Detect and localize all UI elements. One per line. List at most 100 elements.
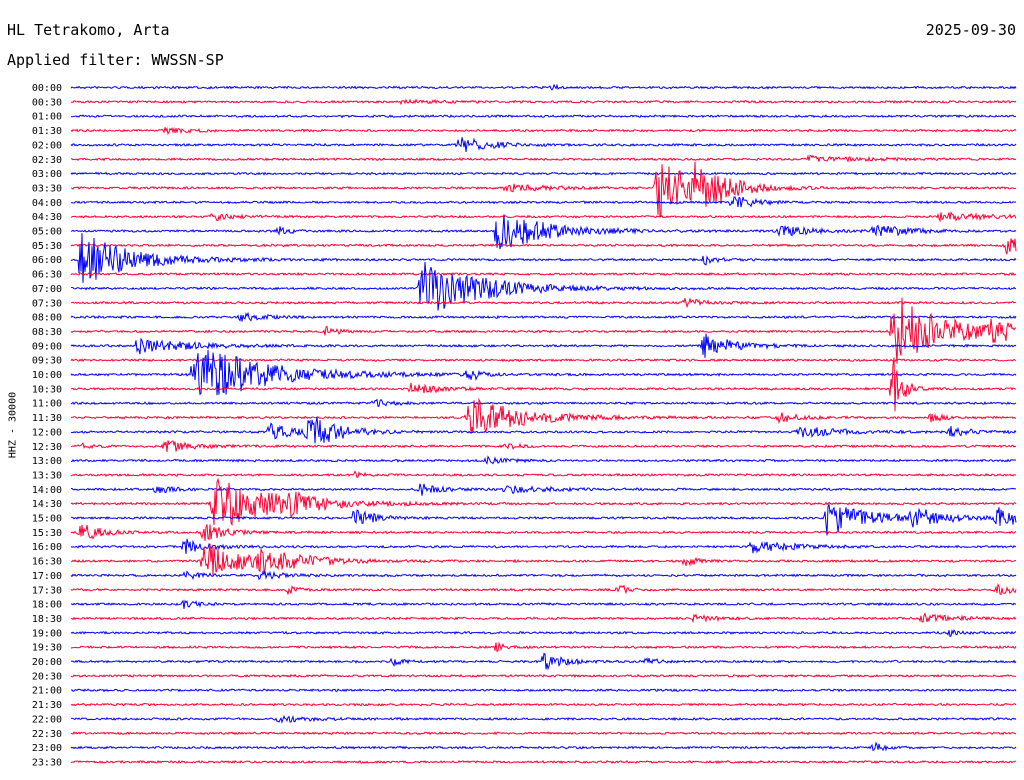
time-tick-label: 01:00 <box>32 112 62 123</box>
time-tick-label: 05:30 <box>32 241 62 252</box>
time-tick-label: 21:30 <box>32 700 62 711</box>
trace-line <box>70 688 1017 693</box>
time-tick-label: 14:30 <box>32 499 62 510</box>
time-tick-label: 19:00 <box>32 628 62 639</box>
time-tick-label: 21:00 <box>32 686 62 697</box>
time-tick-label: 12:30 <box>32 442 62 453</box>
trace-line <box>70 652 1017 671</box>
trace-line <box>70 233 1017 283</box>
trace-line <box>70 502 1017 536</box>
time-tick-label: 15:30 <box>32 528 62 539</box>
trace-line <box>70 398 1017 407</box>
time-tick-label: 15:00 <box>32 514 62 525</box>
time-tick-label: 10:30 <box>32 384 62 395</box>
trace-line <box>70 333 1017 358</box>
time-tick-label: 08:00 <box>32 313 62 324</box>
time-tick-label: 07:30 <box>32 298 62 309</box>
time-tick-label: 22:00 <box>32 714 62 725</box>
time-tick-label: 11:00 <box>32 399 62 410</box>
time-tick-label: 23:00 <box>32 743 62 754</box>
trace-line <box>70 731 1017 736</box>
trace-line <box>70 297 1017 364</box>
trace-line <box>70 349 1017 396</box>
trace-line <box>70 583 1017 596</box>
trace-line <box>70 477 1017 527</box>
time-tick-label: 01:30 <box>32 126 62 137</box>
trace-line <box>70 271 1017 277</box>
time-tick-label: 03:30 <box>32 183 62 194</box>
trace-line <box>70 416 1017 444</box>
trace-line <box>70 114 1017 119</box>
time-tick-label: 04:30 <box>32 212 62 223</box>
time-tick-label: 17:00 <box>32 571 62 582</box>
trace-line <box>70 297 1017 309</box>
time-tick-label: 13:30 <box>32 470 62 481</box>
time-tick-label: 02:00 <box>32 140 62 151</box>
trace-line <box>70 311 1017 322</box>
trace-line <box>70 214 1017 250</box>
time-tick-label: 07:00 <box>32 284 62 295</box>
trace-line <box>70 543 1017 577</box>
time-tick-label: 00:00 <box>32 83 62 94</box>
trace-line <box>70 470 1017 479</box>
trace-line <box>70 702 1017 707</box>
time-tick-label: 00:30 <box>32 97 62 108</box>
trace-line <box>70 211 1017 223</box>
trace-line <box>70 98 1017 106</box>
time-tick-label: 20:30 <box>32 671 62 682</box>
trace-line <box>71 357 1017 412</box>
time-tick-label: 09:00 <box>32 341 62 352</box>
trace-line <box>70 612 1017 624</box>
seismic-traces <box>70 83 1017 765</box>
trace-line <box>70 126 1017 135</box>
time-tick-label: 06:00 <box>32 255 62 266</box>
date-label: 2025-09-30 <box>925 21 1016 39</box>
time-tick-label: 05:00 <box>32 227 62 238</box>
time-tick-label: 08:30 <box>32 327 62 338</box>
time-tick-label: 13:00 <box>32 456 62 467</box>
trace-line <box>70 154 1017 163</box>
time-tick-label: 09:30 <box>32 356 62 367</box>
time-tick-label: 22:30 <box>32 729 62 740</box>
trace-line <box>71 483 1017 496</box>
time-tick-label: 16:00 <box>32 542 62 553</box>
trace-line <box>70 524 1017 541</box>
trace-line <box>70 714 1017 724</box>
trace-line <box>70 137 1017 152</box>
time-tick-label: 18:00 <box>32 600 62 611</box>
trace-line <box>70 455 1017 465</box>
filter-label: Applied filter: WWSSN-SP <box>7 51 224 69</box>
trace-line <box>70 641 1017 653</box>
trace-line <box>70 538 1017 554</box>
station-title: HL Tetrakomo, Arta <box>7 21 170 39</box>
trace-line <box>70 570 1017 581</box>
trace-line <box>70 759 1017 765</box>
trace-line <box>70 673 1017 678</box>
time-tick-label: 04:00 <box>32 198 62 209</box>
time-tick-label: 10:00 <box>32 370 62 381</box>
trace-line <box>70 261 1017 311</box>
time-tick-label: 03:00 <box>32 169 62 180</box>
time-tick-label: 17:30 <box>32 585 62 596</box>
time-tick-label: 11:30 <box>32 413 62 424</box>
time-tick-label: 14:00 <box>32 485 62 496</box>
trace-line <box>70 629 1017 638</box>
trace-line <box>70 397 1017 434</box>
trace-line <box>70 358 1017 363</box>
time-tick-label: 20:00 <box>32 657 62 668</box>
trace-line <box>70 440 1017 453</box>
time-tick-label: 02:30 <box>32 155 62 166</box>
time-tick-label: 16:30 <box>32 557 62 568</box>
trace-line <box>70 238 1017 255</box>
time-tick-label: 19:30 <box>32 643 62 654</box>
trace-line <box>70 83 1017 91</box>
time-tick-label: 12:00 <box>32 427 62 438</box>
time-tick-label: 06:30 <box>32 270 62 281</box>
trace-line <box>70 599 1017 609</box>
time-tick-label: 18:30 <box>32 614 62 625</box>
trace-line <box>70 196 1017 208</box>
trace-line <box>70 161 1017 218</box>
time-tick-label: 23:30 <box>32 757 62 768</box>
time-tick-labels: 00:00 00:30 01:00 01:30 02:00 02:30 03:00 03:30… <box>32 83 62 768</box>
